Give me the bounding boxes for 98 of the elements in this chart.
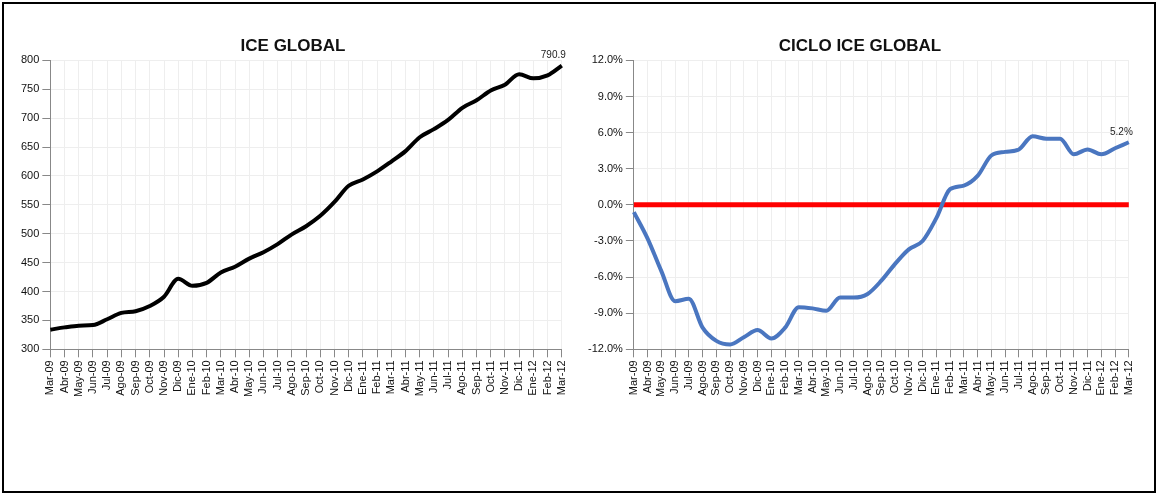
x-tick-label: Abr-11 (398, 360, 411, 393)
y-tick-label: 300 (20, 342, 40, 355)
x-tick-label: Mar-11 (956, 360, 969, 395)
data-label: 5.2% (1110, 126, 1133, 138)
y-tick-label: 6.0% (597, 125, 624, 138)
x-tick-label: Ago-09 (695, 360, 708, 396)
x-tick-label: May-10 (242, 360, 255, 398)
x-tick-label: Oct-11 (1053, 360, 1066, 393)
y-tick-label: -12.0% (587, 342, 624, 355)
y-tick-label: 0.0% (597, 197, 624, 210)
x-tick-label: Dic-10 (915, 360, 928, 393)
x-tick-label: Nov-10 (901, 360, 914, 396)
x-tick-label: May-11 (412, 360, 425, 397)
x-tick-label: Feb-12 (1108, 360, 1121, 396)
x-tick-label: Nov-09 (736, 360, 749, 396)
x-tick-label: May-10 (819, 360, 832, 398)
y-tick-label: 12.0% (591, 53, 624, 66)
x-tick-label: Ene-10 (185, 360, 198, 396)
x-tick-label: Nov-11 (1066, 360, 1079, 395)
x-tick-label: Sep-09 (709, 360, 722, 396)
x-tick-label: Nov-11 (498, 360, 510, 395)
x-tick-label: Sep-11 (469, 360, 482, 395)
x-tick-label: Ene-11 (929, 360, 942, 395)
y-tick-label: 450 (20, 255, 40, 268)
x-tick-label: Feb-11 (943, 360, 956, 395)
x-tick-label: Jun-11 (426, 360, 439, 394)
x-tick-label: Oct-10 (888, 360, 901, 394)
y-tick-label: 750 (20, 82, 40, 95)
x-tick-label: Jul-10 (846, 360, 859, 391)
x-tick-label: Mar-09 (43, 360, 56, 396)
x-tick-label: Jul-09 (681, 360, 694, 391)
x-tick-label: Feb-12 (540, 360, 553, 396)
x-tick-label: Dic-11 (512, 360, 525, 392)
y-tick-label: -6.0% (594, 270, 624, 283)
x-tick-label: Jun-10 (833, 360, 846, 394)
y-tick-label: 3.0% (597, 161, 624, 174)
x-tick-label: Jun-10 (256, 360, 269, 394)
y-tick-label: -3.0% (594, 234, 624, 247)
x-tick-label: Ago-11 (455, 360, 468, 395)
x-tick-label: Abr-09 (57, 360, 70, 394)
x-tick-label: Abr-10 (805, 360, 818, 394)
x-tick-label: Feb-10 (778, 360, 791, 396)
x-tick-label: Dic-09 (750, 360, 763, 393)
x-tick-label: Sep-10 (874, 360, 887, 396)
y-tick-label: 600 (20, 169, 40, 181)
x-tick-label: Jun-09 (86, 360, 98, 394)
y-tick-label: 350 (20, 313, 40, 326)
x-tick-label: Jun-09 (668, 360, 681, 394)
y-tick-label: 650 (20, 140, 40, 153)
x-tick-label: Ene-12 (526, 360, 539, 396)
x-tick-label: Oct-09 (723, 360, 736, 394)
x-tick-label: Mar-09 (626, 360, 639, 396)
chart-title: ICE GLOBAL (240, 35, 346, 55)
x-tick-label: Dic-10 (341, 360, 354, 393)
chart-title: CICLO ICE GLOBAL (778, 35, 942, 55)
x-tick-label: May-09 (71, 360, 84, 398)
x-tick-label: Ago-10 (284, 360, 297, 396)
y-tick-label: -9.0% (594, 306, 624, 319)
x-tick-label: Mar-10 (213, 360, 226, 396)
y-tick-label: 550 (20, 197, 40, 210)
x-tick-label: Oct-09 (142, 360, 155, 394)
x-tick-label: Feb-10 (199, 360, 212, 396)
x-tick-label: Ago-09 (114, 360, 127, 396)
x-tick-label: Mar-12 (1121, 360, 1134, 396)
x-tick-label: Jul-11 (1011, 360, 1024, 390)
x-tick-label: Abr-11 (970, 360, 983, 393)
x-tick-label: May-09 (654, 360, 667, 398)
y-tick-label: 800 (20, 53, 40, 66)
x-tick-label: Mar-12 (554, 360, 567, 396)
x-tick-label: Jul-11 (441, 360, 454, 390)
data-label: 790.9 (540, 49, 567, 61)
x-tick-label: Jun-11 (998, 360, 1011, 394)
x-tick-label: Ene-11 (355, 360, 368, 395)
x-tick-label: Ene-12 (1094, 360, 1107, 396)
x-tick-label: May-11 (984, 360, 997, 397)
x-tick-label: Oct-11 (483, 360, 496, 393)
y-tick-label: 9.0% (597, 89, 624, 102)
x-tick-label: Jul-09 (100, 360, 113, 391)
x-tick-label: Oct-10 (313, 360, 326, 394)
x-tick-label: Ago-11 (1025, 360, 1038, 395)
y-tick-label: 500 (20, 226, 40, 239)
x-tick-label: Jul-10 (270, 360, 283, 391)
x-tick-label: Abr-10 (228, 360, 241, 394)
x-tick-label: Ene-10 (764, 360, 777, 396)
x-tick-label: Dic-11 (1080, 360, 1093, 392)
x-tick-label: Abr-09 (640, 360, 653, 394)
x-tick-label: Nov-09 (157, 360, 170, 396)
x-tick-label: Dic-09 (171, 360, 184, 393)
x-tick-label: Feb-11 (370, 360, 383, 395)
x-tick-label: Mar-10 (791, 360, 804, 396)
x-tick-label: Ago-10 (860, 360, 873, 396)
x-tick-label: Sep-09 (128, 360, 141, 396)
x-tick-label: Mar-11 (384, 360, 397, 395)
x-tick-label: Sep-11 (1039, 360, 1052, 395)
y-tick-label: 700 (20, 111, 40, 124)
x-tick-label: Nov-10 (327, 360, 340, 396)
x-tick-label: Sep-10 (299, 360, 312, 396)
y-tick-label: 400 (20, 284, 40, 297)
